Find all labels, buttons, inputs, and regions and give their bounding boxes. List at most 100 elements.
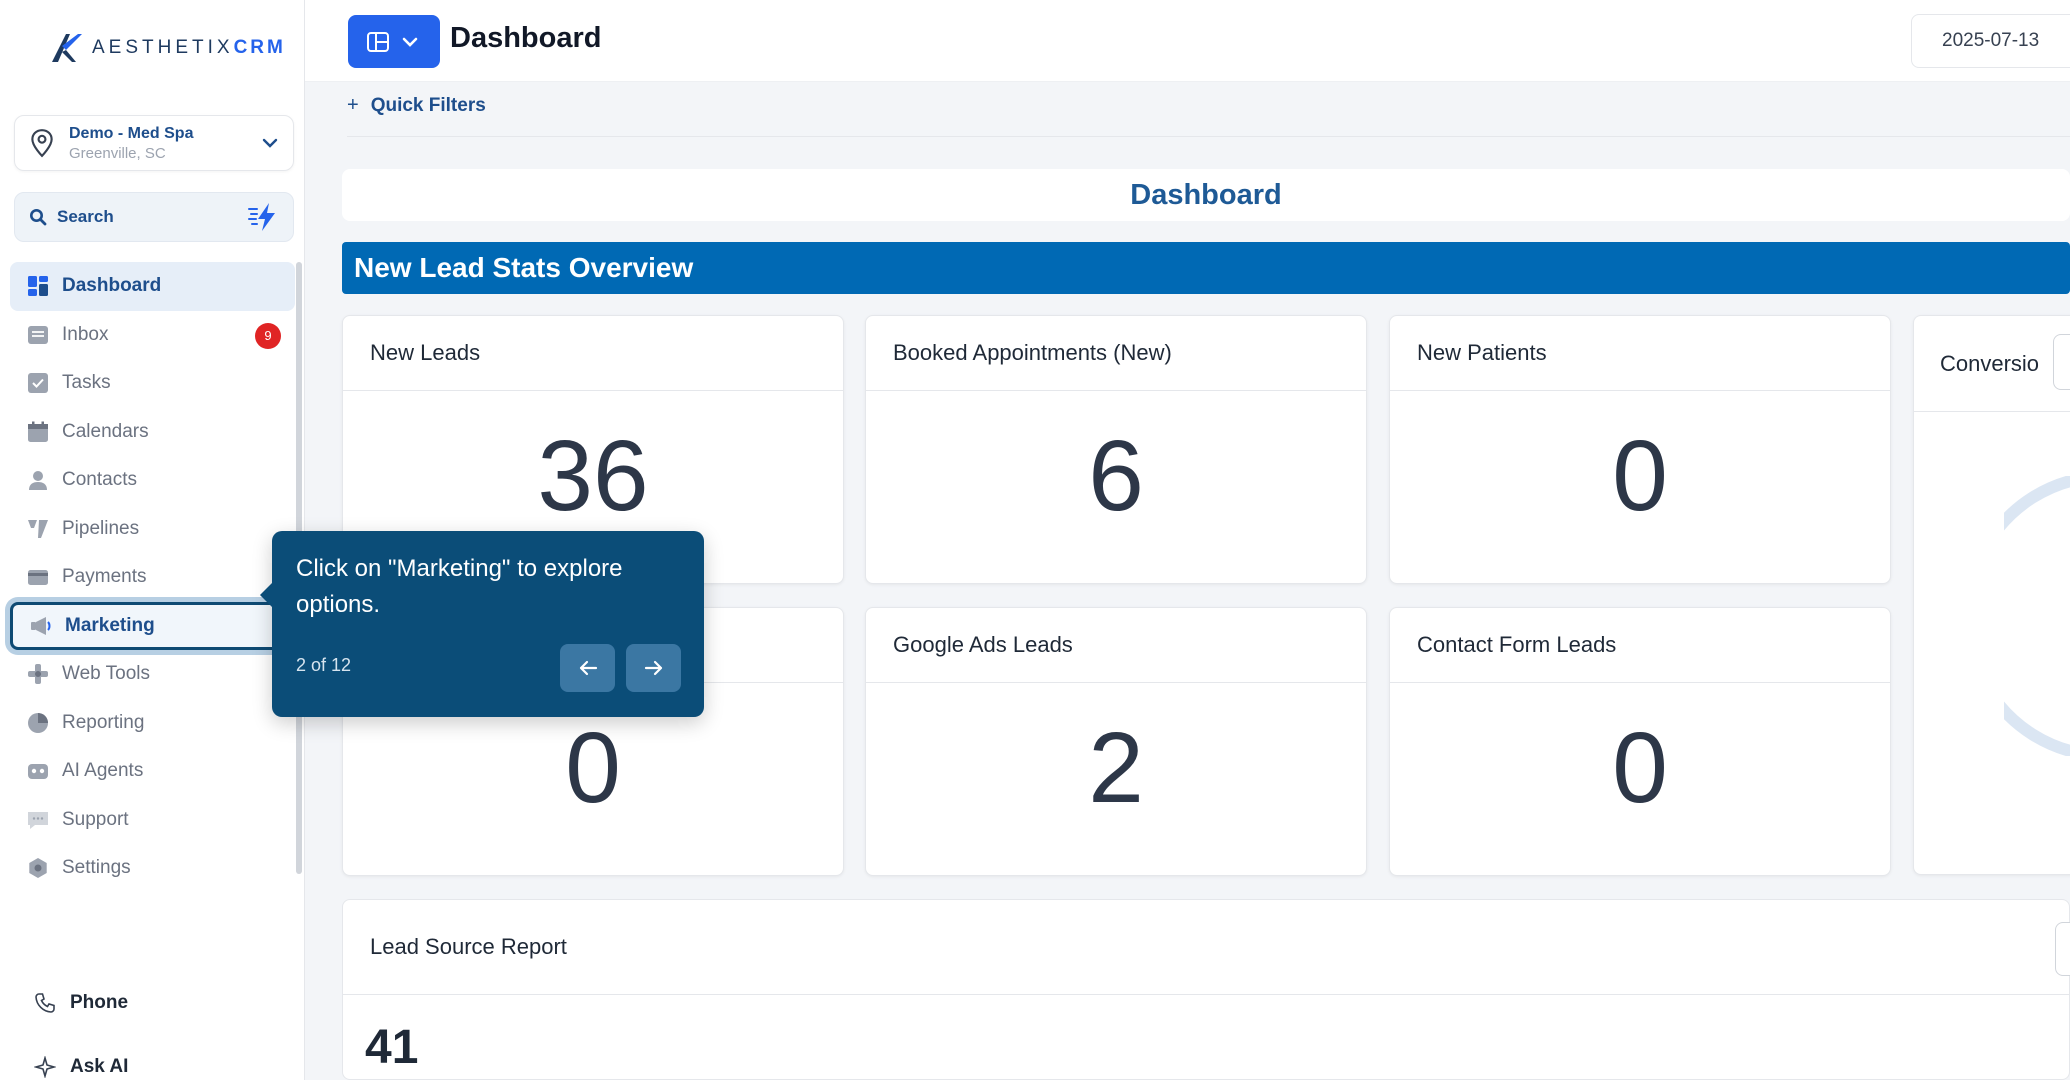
date-picker[interactable]: 2025-07-13 xyxy=(1911,14,2070,68)
top-bar: Dashboard 2025-07-13 xyxy=(305,0,2070,82)
sidebar-item-payments[interactable]: Payments xyxy=(10,553,295,602)
dashboard-icon xyxy=(26,274,50,298)
page-title: Dashboard xyxy=(450,22,602,54)
card-value: 2 xyxy=(1088,712,1144,824)
report-total: 41 xyxy=(365,1021,419,1074)
contacts-icon xyxy=(26,468,50,492)
inbox-icon xyxy=(26,323,50,347)
arrow-right-icon xyxy=(644,660,662,676)
location-switcher[interactable]: Demo - Med Spa Greenville, SC xyxy=(14,115,294,171)
search-icon xyxy=(30,209,47,226)
tooltip-previous-button[interactable] xyxy=(560,644,615,692)
sidebar-item-label: Pipelines xyxy=(62,517,140,539)
payments-icon xyxy=(26,565,50,589)
phone-label: Phone xyxy=(70,992,129,1013)
megaphone-icon xyxy=(29,614,53,638)
stat-card-conversion[interactable]: Conversio xyxy=(1913,315,2070,875)
sidebar-item-contacts[interactable]: Contacts xyxy=(10,456,295,505)
sidebar-item-dashboard[interactable]: Dashboard xyxy=(10,262,295,311)
sidebar-item-tasks[interactable]: Tasks xyxy=(10,359,295,408)
location-city: Greenville, SC xyxy=(69,144,166,162)
sidebar-item-web-tools[interactable]: Web Tools xyxy=(10,650,295,699)
sidebar-item-ai-agents[interactable]: AI Agents xyxy=(10,747,295,796)
sidebar-item-label: Support xyxy=(62,808,129,830)
ask-ai-label: Ask AI xyxy=(70,1056,129,1077)
lightning-icon[interactable] xyxy=(247,201,279,233)
sidebar-item-settings[interactable]: Settings xyxy=(10,844,295,893)
section-title: New Lead Stats Overview xyxy=(342,242,2070,294)
ask-ai-button[interactable]: Ask AI xyxy=(34,1056,128,1078)
pipelines-icon xyxy=(26,517,50,541)
quick-filters-label: Quick Filters xyxy=(370,94,486,116)
location-name: Demo - Med Spa xyxy=(69,124,194,142)
gear-icon xyxy=(26,856,50,880)
web-tools-icon xyxy=(26,662,50,686)
guide-tooltip: Click on "Marketing" to explore options.… xyxy=(260,531,704,717)
sidebar-item-marketing[interactable]: Marketing xyxy=(10,601,295,650)
sidebar-item-label: Dashboard xyxy=(62,275,162,297)
tooltip-next-button[interactable] xyxy=(626,644,681,692)
sidebar-item-label: Inbox xyxy=(62,323,109,345)
report-title: Lead Source Report xyxy=(343,900,2069,995)
chevron-down-icon xyxy=(402,37,418,47)
sidebar-item-label: AI Agents xyxy=(62,760,144,782)
stat-card-booked-appointments[interactable]: Booked Appointments (New) 6 xyxy=(865,315,1367,584)
sidebar-item-calendars[interactable]: Calendars xyxy=(10,408,295,457)
aesthetix-logo-icon xyxy=(52,34,82,62)
stat-card-google-ads-leads[interactable]: Google Ads Leads 2 xyxy=(865,607,1367,876)
quick-filters-button[interactable]: + Quick Filters xyxy=(347,94,486,117)
sidebar-item-label: Contacts xyxy=(62,469,137,491)
card-value: 0 xyxy=(1612,712,1668,824)
sidebar: AESTHETIXCRM Demo - Med Spa Greenville, … xyxy=(0,0,305,1080)
report-menu-button[interactable] xyxy=(2055,922,2070,976)
phone-button[interactable]: Phone xyxy=(34,992,128,1014)
brand-logo[interactable]: AESTHETIXCRM xyxy=(48,30,286,66)
sidebar-item-label: Reporting xyxy=(62,711,145,733)
search-label: Search xyxy=(57,207,114,226)
sidebar-item-pipelines[interactable]: Pipelines xyxy=(10,505,295,554)
tooltip-text: Click on "Marketing" to explore options. xyxy=(296,555,623,618)
stat-card-contact-form-leads[interactable]: Contact Form Leads 0 xyxy=(1389,607,1891,876)
sidebar-item-support[interactable]: Support xyxy=(10,796,295,845)
pie-chart-icon xyxy=(26,711,50,735)
search-button[interactable]: Search xyxy=(14,192,294,242)
stat-card-new-patients[interactable]: New Patients 0 xyxy=(1389,315,1891,584)
sidebar-item-label: Settings xyxy=(62,857,131,879)
sidebar-item-label: Tasks xyxy=(62,372,111,394)
dashboard-heading: Dashboard xyxy=(342,169,2070,221)
layout-icon xyxy=(367,31,389,52)
arrow-left-icon xyxy=(579,660,597,676)
tasks-icon xyxy=(26,371,50,395)
lead-source-report[interactable]: Lead Source Report 41 xyxy=(342,899,2070,1080)
main-navigation: Dashboard Inbox 9 Tasks Calendars Cont xyxy=(10,262,295,893)
phone-icon xyxy=(35,993,55,1013)
robot-icon xyxy=(26,759,50,783)
card-value: 6 xyxy=(1088,420,1144,532)
sidebar-item-inbox[interactable]: Inbox 9 xyxy=(10,311,295,360)
sidebar-item-label: Marketing xyxy=(65,614,155,636)
card-title: Contact Form Leads xyxy=(1390,608,1890,683)
card-title: New Patients xyxy=(1390,316,1890,391)
card-title: Booked Appointments (New) xyxy=(866,316,1366,391)
calendar-icon xyxy=(26,420,50,444)
chevron-down-icon xyxy=(262,138,278,148)
card-title: Conversio xyxy=(1914,316,2070,412)
tooltip-step-counter: 2 of 12 xyxy=(296,655,352,675)
chat-icon xyxy=(26,808,50,832)
conversion-gauge xyxy=(2004,476,2070,756)
plus-icon: + xyxy=(347,94,359,116)
sidebar-item-label: Web Tools xyxy=(62,663,151,685)
divider xyxy=(347,136,2070,137)
map-pin-icon xyxy=(31,129,53,158)
unread-badge: 9 xyxy=(255,322,281,349)
sidebar-item-label: Payments xyxy=(62,566,147,588)
sidebar-item-label: Calendars xyxy=(62,420,149,442)
sidebar-item-reporting[interactable]: Reporting xyxy=(10,699,295,748)
card-menu-button[interactable] xyxy=(2053,334,2070,390)
card-value: 36 xyxy=(537,420,649,532)
card-title: New Leads xyxy=(343,316,843,391)
brand-name: AESTHETIXCRM xyxy=(92,37,286,58)
sparkle-icon xyxy=(34,1056,56,1078)
card-value: 0 xyxy=(1612,420,1668,532)
layout-switcher-button[interactable] xyxy=(348,15,440,68)
